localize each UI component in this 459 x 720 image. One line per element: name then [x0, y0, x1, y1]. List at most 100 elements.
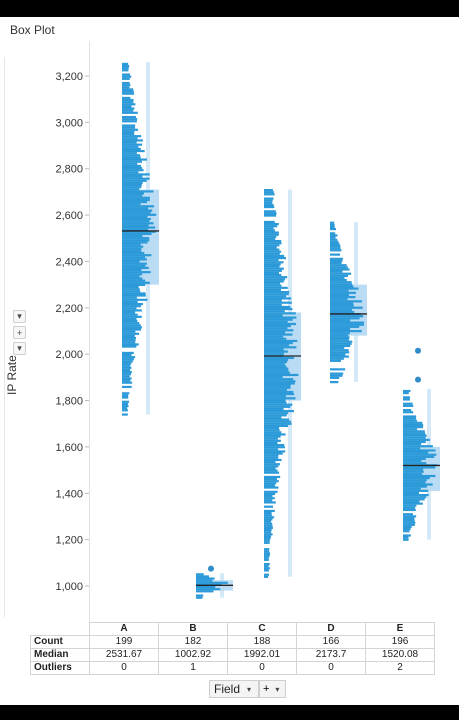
histogram-bar — [403, 521, 416, 524]
y-tick-label: 3,000 — [55, 117, 83, 129]
histogram-bar — [122, 292, 146, 295]
histogram-bar — [122, 64, 130, 68]
histogram-bar — [122, 215, 148, 219]
histogram-bar — [330, 298, 348, 301]
median-value: 2531.67 — [89, 648, 159, 662]
histogram-bar — [264, 511, 272, 515]
histogram-bar — [403, 440, 426, 444]
histogram-bar — [330, 225, 335, 229]
histogram-bar — [264, 520, 271, 523]
histogram-bar — [264, 426, 280, 430]
histogram-bar — [122, 385, 132, 389]
histogram-bar — [196, 588, 221, 591]
histogram-bar — [264, 288, 281, 292]
histogram-bar — [264, 501, 276, 504]
histogram-bar — [122, 103, 136, 106]
histogram-bar — [122, 75, 132, 78]
histogram-bar — [122, 343, 139, 346]
histogram-bar — [264, 433, 286, 436]
histogram-bar — [264, 339, 298, 343]
summary-col-header[interactable]: C — [227, 622, 297, 636]
field-dropdown-icon[interactable]: ▾ — [247, 684, 252, 694]
histogram-bar — [264, 528, 272, 532]
histogram-bar — [264, 227, 274, 230]
histogram-bar — [122, 249, 142, 253]
add-dropdown-icon[interactable]: ▾ — [275, 684, 280, 694]
histogram-bar — [122, 62, 129, 66]
histogram-bar — [122, 171, 139, 174]
plus-icon[interactable]: + — [263, 683, 270, 695]
histogram-bar — [122, 311, 136, 314]
summary-col-header[interactable]: E — [365, 622, 435, 636]
histogram-bar — [122, 322, 140, 325]
histogram-bar — [330, 300, 363, 303]
histogram-bar — [264, 299, 282, 302]
summary-col-header[interactable]: D — [296, 622, 366, 636]
outliers-value: 0 — [227, 661, 297, 675]
field-shelf-pill[interactable]: Field ▾ — [209, 680, 260, 698]
histogram-bar — [330, 285, 354, 288]
histogram-bar — [330, 223, 335, 226]
histogram-bar — [264, 392, 295, 396]
histogram-bar — [330, 287, 359, 290]
axis-menu-icon[interactable]: ▾ — [13, 342, 26, 355]
histogram-bar — [122, 313, 138, 316]
histogram-bar — [122, 305, 142, 308]
histogram-bar — [264, 329, 294, 332]
expand-plus-icon[interactable]: + — [13, 326, 26, 339]
histogram-bar — [330, 276, 345, 280]
histogram-bar — [403, 508, 416, 512]
histogram-bar — [403, 489, 429, 492]
sort-dropdown-icon[interactable]: ▾ — [13, 310, 26, 323]
histogram-bar — [330, 357, 344, 360]
histogram-bar — [264, 293, 289, 296]
y-tick-label: 2,000 — [55, 349, 83, 361]
histogram-bar — [264, 431, 282, 434]
histogram-bar — [122, 232, 152, 236]
y-tick-label: 2,200 — [55, 303, 83, 315]
histogram-bar — [122, 213, 157, 216]
histogram-bar — [330, 330, 362, 333]
outlier-point — [415, 347, 421, 354]
y-tick-label: 1,400 — [55, 488, 83, 500]
histogram-bar — [330, 376, 340, 379]
histogram-bar — [122, 160, 142, 163]
histogram-bar — [122, 147, 141, 151]
histogram-bar — [330, 338, 349, 341]
histogram-bar — [330, 268, 350, 271]
histogram-bar — [330, 306, 363, 309]
histogram-bar — [403, 504, 417, 507]
histogram-bar — [264, 403, 293, 406]
histogram-bar — [403, 460, 422, 463]
field-add-pill[interactable]: + ▾ — [259, 680, 287, 698]
histogram-bar — [264, 254, 285, 258]
histogram-bar — [264, 305, 291, 309]
histogram-bar — [122, 98, 134, 102]
histogram-bar — [122, 224, 149, 227]
histogram-bar — [264, 558, 269, 561]
histogram-bar — [122, 166, 143, 170]
histogram-bar — [122, 124, 136, 127]
histogram-bar — [264, 469, 278, 472]
histogram-bar — [122, 237, 150, 240]
histogram-bar — [330, 327, 351, 331]
histogram-bar — [330, 266, 348, 269]
chart-title: Box Plot — [10, 23, 55, 37]
histogram-bar — [264, 477, 277, 481]
histogram-bar — [264, 246, 277, 249]
outlier-point — [208, 565, 214, 572]
histogram-bar — [264, 492, 276, 496]
summary-col-header[interactable]: A — [89, 622, 159, 636]
histogram-bar — [122, 332, 140, 335]
histogram-bar — [122, 281, 150, 284]
histogram-bar — [264, 526, 273, 530]
row-label: Outliers — [30, 661, 90, 675]
histogram-bar — [122, 164, 141, 168]
histogram-bar — [264, 456, 279, 459]
box-plot-e — [403, 347, 440, 541]
summary-col-header[interactable]: B — [158, 622, 228, 636]
histogram-bar — [264, 418, 289, 421]
histogram-bar — [264, 295, 287, 298]
histogram-bar — [403, 466, 436, 469]
row-label: Median — [30, 648, 90, 662]
